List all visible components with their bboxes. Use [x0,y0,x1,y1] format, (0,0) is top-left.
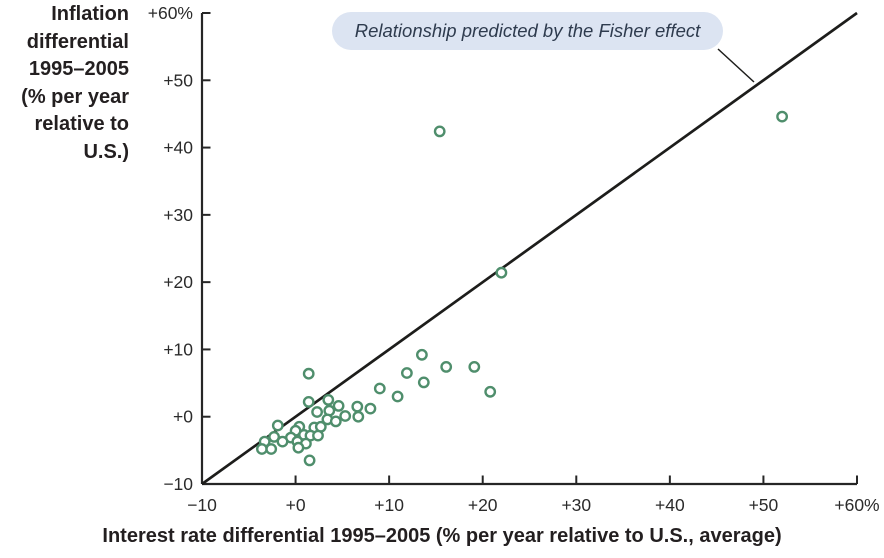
data-point [255,443,268,455]
data-point [276,435,289,448]
data-point [484,385,497,398]
x-tick-label: +20 [468,495,498,515]
y-axis-title-line: relative to [34,113,129,135]
y-axis-title-line: U.S.) [83,140,129,163]
data-point [311,406,323,418]
data-point [400,367,413,379]
data-point [312,429,324,442]
x-tick-label: +60% [834,495,879,515]
data-point [364,402,377,415]
y-axis-title: Inflation differential 1995–2005 (% per … [0,1,129,166]
y-axis-title-line: 1995–2005 [28,58,129,80]
y-axis-title-line: Inflation [51,3,129,25]
y-tick-label: +40 [163,138,193,158]
data-point [351,400,364,413]
data-point [433,125,446,138]
data-point [495,266,508,279]
data-point [415,348,428,361]
y-tick-label: +10 [163,339,193,359]
data-point [440,360,453,373]
data-point [391,390,404,403]
annotation-text: Relationship predicted by the Fisher eff… [354,20,701,41]
data-point [468,360,481,373]
x-axis-title: Interest rate differential 1995–2005 (% … [102,525,782,547]
data-point [302,367,315,380]
x-tick-label: +10 [374,495,404,515]
data-point [339,410,352,422]
y-tick-label: +20 [163,272,193,292]
fisher-effect-identity-line [201,11,858,486]
data-point [271,419,284,432]
y-tick-label: +30 [163,205,193,225]
y-tick-label: −10 [163,474,193,494]
y-tick-label: +0 [173,407,193,427]
annotation-label: Relationship predicted by the Fisher eff… [332,12,723,50]
y-tick-label: +50 [163,70,193,90]
x-tick-label: +30 [561,495,591,515]
data-point [332,399,345,412]
data-point [322,393,335,406]
data-point [265,443,278,455]
data-point [292,441,305,454]
y-tick-label: +60% [148,3,193,23]
data-point [417,376,430,389]
y-axis-title-line: differential [26,30,129,53]
data-point [373,382,386,395]
data-point [776,110,788,123]
annotation-pointer-line [717,48,755,83]
x-tick-label: +50 [749,495,779,515]
x-tick-label: −10 [187,495,217,515]
data-point [268,430,280,443]
data-point [302,395,315,408]
data-point [329,415,342,428]
x-tick-label: +40 [655,495,685,515]
x-tick-label: +0 [286,495,306,515]
data-point [303,454,316,467]
data-point [352,410,365,423]
y-axis-title-line: (% per year [21,85,129,108]
